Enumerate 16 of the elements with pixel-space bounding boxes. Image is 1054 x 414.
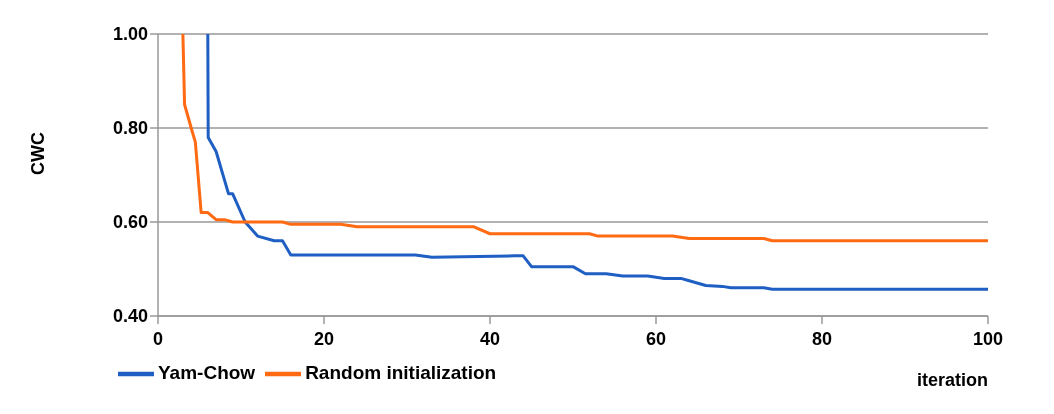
x-axis-title: iteration [916, 370, 988, 390]
line-series [206, 34, 988, 291]
y-tick-label: 0.80 [112, 118, 148, 139]
x-tick-label: 40 [479, 328, 501, 349]
x-tick-label: 100 [972, 328, 1004, 349]
x-tick-label: 0 [152, 328, 164, 349]
x-tick-label: 60 [645, 328, 667, 349]
legend-label: Yam-Chow [158, 362, 256, 384]
y-axis-title: CWC [28, 132, 49, 175]
y-tick-label: 0.60 [112, 212, 148, 233]
y-tick-label: 0.40 [112, 306, 148, 327]
x-tick-label: 80 [811, 328, 833, 349]
x-tick-label: 20 [313, 328, 335, 349]
line-series [181, 34, 988, 243]
legend-label: Random initialization [305, 362, 497, 384]
y-tick-label: 1.00 [112, 24, 148, 45]
